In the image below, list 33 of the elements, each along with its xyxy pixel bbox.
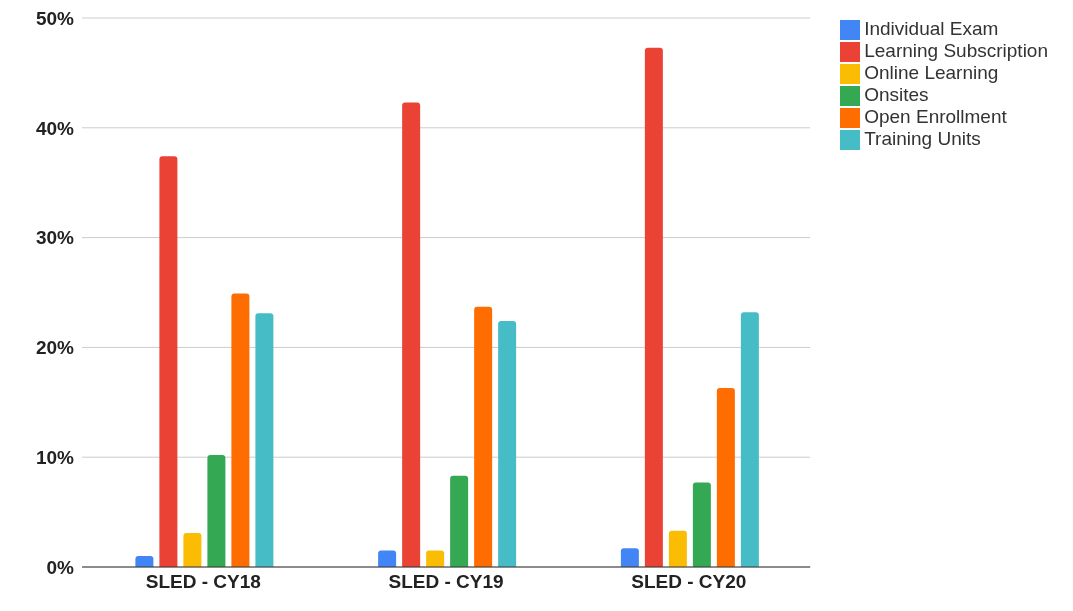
y-tick-label: 10% xyxy=(35,446,75,468)
y-tick-label: 50% xyxy=(35,7,75,29)
bar xyxy=(255,313,274,567)
bar xyxy=(159,156,178,567)
bar xyxy=(426,550,445,567)
bar xyxy=(474,306,493,567)
legend-label: Individual Exam xyxy=(864,18,999,39)
legend-label: Open Enrollment xyxy=(864,106,1007,127)
bar xyxy=(740,312,759,567)
bar xyxy=(183,532,202,567)
x-tick-label: SLED - CY18 xyxy=(145,571,261,593)
legend-label: Learning Subscription xyxy=(864,40,1048,61)
x-tick-label: SLED - CY20 xyxy=(631,571,747,593)
bar xyxy=(644,47,663,567)
legend-label: Training Units xyxy=(864,128,981,149)
legend-label: Online Learning xyxy=(864,62,999,83)
bar xyxy=(716,388,735,567)
bar xyxy=(231,293,250,567)
legend-label: Onsites xyxy=(864,84,929,105)
bar xyxy=(450,475,469,567)
bar xyxy=(378,550,397,567)
y-tick-label: 20% xyxy=(35,337,75,359)
bar xyxy=(668,530,687,567)
bar xyxy=(135,556,154,567)
y-tick-label: 0% xyxy=(46,556,75,578)
bar xyxy=(498,321,517,567)
bar xyxy=(207,455,226,567)
x-tick-label: SLED - CY19 xyxy=(388,571,504,593)
y-tick-label: 30% xyxy=(35,227,75,249)
y-tick-label: 40% xyxy=(35,117,75,139)
bar xyxy=(692,482,711,567)
bar xyxy=(620,548,639,567)
bar xyxy=(402,102,421,567)
